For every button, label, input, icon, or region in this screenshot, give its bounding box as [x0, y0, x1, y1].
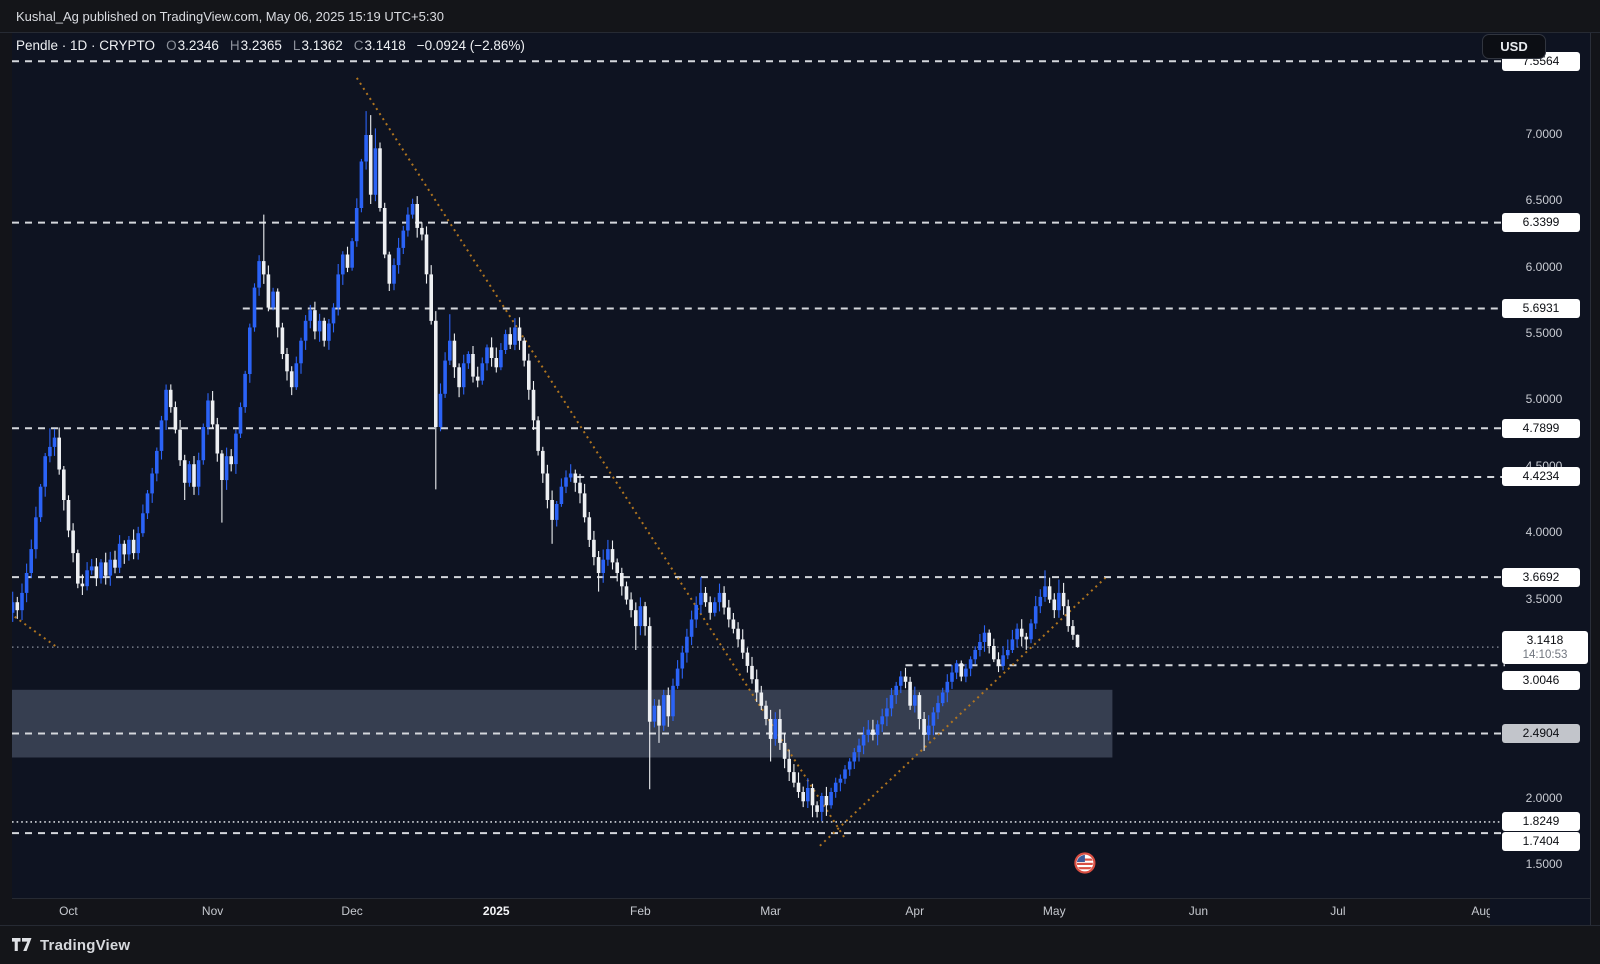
time-axis-label: May	[1042, 904, 1066, 918]
time-axis-label: Aug	[1471, 904, 1490, 918]
price-axis[interactable]: 3.1418 14:10:53 7.0000 6.5000 6.0000 5.5000…	[1482, 33, 1590, 898]
ohlc-open: O3.2346	[166, 38, 219, 53]
price-axis-tick: 5.0000	[1525, 392, 1563, 407]
currency-toggle-button[interactable]: USD	[1482, 34, 1546, 59]
time-axis-label: Jul	[1330, 904, 1346, 918]
price-level-label: 1.8249	[1502, 812, 1580, 832]
ohlc-low: L3.1362	[292, 38, 343, 53]
price-level-label: 2.4904	[1502, 724, 1580, 744]
price-level-label: 1.7404	[1502, 831, 1580, 851]
tradingview-logo[interactable]: TradingView	[12, 937, 130, 954]
price-level-label: 3.6692	[1502, 567, 1580, 587]
price-level-label: 3.0046	[1502, 670, 1580, 690]
price-axis-tick: 5.5000	[1525, 326, 1563, 341]
ohlc-high: H3.2365	[229, 38, 282, 53]
symbol-title[interactable]: Pendle · 1D · CRYPTO	[16, 38, 156, 53]
price-level-label: 4.4234	[1502, 467, 1580, 487]
change-readout: −0.0924 (−2.86%)	[416, 38, 525, 53]
time-axis-label: Oct	[59, 904, 78, 918]
economic-event-flag-icon	[1074, 852, 1096, 874]
price-level-label: 5.6931	[1502, 298, 1580, 318]
time-axis-label: Feb	[630, 904, 651, 918]
time-axis-label: Mar	[760, 904, 781, 918]
time-axis[interactable]: Oct Nov Dec 2025 Feb Mar Apr May Jun Jul Aug	[0, 898, 1490, 925]
price-axis-tick: 6.0000	[1525, 259, 1563, 274]
price-axis-tick: 1.5000	[1525, 856, 1563, 871]
time-axis-label: Apr	[905, 904, 925, 918]
price-level-label: 6.3399	[1502, 213, 1580, 233]
price-level-label: 4.7899	[1502, 418, 1580, 438]
bar-countdown: 14:10:53	[1522, 648, 1568, 661]
time-axis-label: Jun	[1188, 904, 1209, 918]
tradingview-logo-text: TradingView	[40, 936, 131, 954]
pane-right-margin	[1590, 33, 1600, 925]
published-bar: Kushal_Ag published on TradingView.com, …	[0, 0, 1600, 33]
price-axis-tick: 3.5000	[1525, 591, 1563, 606]
current-price-label: 3.1418 14:10:53	[1502, 630, 1588, 664]
time-axis-label: Dec	[341, 904, 363, 918]
price-axis-tick: 2.0000	[1525, 790, 1563, 805]
trendline	[355, 77, 846, 840]
footer-bar: TradingView	[0, 925, 1600, 964]
price-axis-tick: 7.0000	[1525, 127, 1563, 141]
time-axis-corner	[1490, 898, 1600, 925]
price-axis-tick: 6.5000	[1525, 193, 1563, 208]
chart-pane[interactable]	[0, 33, 1600, 898]
time-axis-label: 2025	[482, 904, 510, 918]
current-price-value: 3.1418	[1526, 632, 1564, 647]
time-axis-label: Nov	[201, 904, 224, 918]
tradingview-logo-icon	[12, 938, 32, 951]
symbol-legend: Pendle · 1D · CRYPTO O3.2346 H3.2365 L3.…	[16, 38, 527, 53]
pane-left-margin	[0, 33, 12, 925]
published-text: Kushal_Ag published on TradingView.com, …	[16, 8, 444, 24]
price-axis-tick: 4.0000	[1525, 525, 1563, 540]
ohlc-close: C3.1418	[353, 38, 406, 53]
